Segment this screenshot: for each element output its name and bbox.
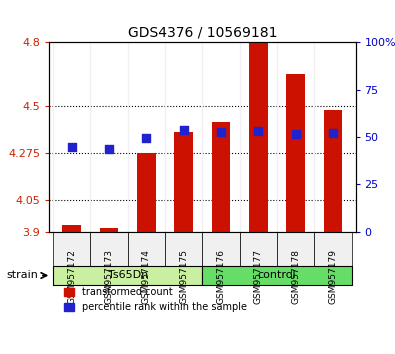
Legend: transformed count, percentile rank within the sample: transformed count, percentile rank withi… [60,284,251,316]
Bar [100,228,118,232]
Bar [62,225,81,232]
FancyBboxPatch shape [203,232,240,266]
FancyBboxPatch shape [165,232,203,266]
Text: strain: strain [6,270,38,280]
Bar [249,42,268,232]
FancyBboxPatch shape [240,232,277,266]
FancyBboxPatch shape [314,232,352,266]
Bar [324,110,342,232]
FancyBboxPatch shape [128,232,165,266]
Text: control: control [258,270,296,280]
FancyBboxPatch shape [90,232,128,266]
FancyBboxPatch shape [277,232,314,266]
Text: GSM957175: GSM957175 [179,249,188,304]
Bar [212,122,230,232]
Text: GSM957177: GSM957177 [254,249,263,304]
Text: GSM957176: GSM957176 [216,249,226,304]
Point [181,127,187,133]
Text: GSM957178: GSM957178 [291,249,300,304]
Point [218,129,224,135]
Bar [286,74,305,232]
Text: Ts65Dn: Ts65Dn [108,270,148,280]
Text: GSM957179: GSM957179 [329,249,338,304]
FancyBboxPatch shape [53,266,203,285]
Bar [137,153,156,232]
Text: GSM957174: GSM957174 [142,249,151,304]
Point [69,144,75,149]
Title: GDS4376 / 10569181: GDS4376 / 10569181 [128,26,277,40]
Point [255,128,261,134]
FancyBboxPatch shape [203,266,352,285]
Bar [175,132,193,232]
Text: GSM957173: GSM957173 [105,249,114,304]
Point [143,135,150,141]
Point [293,131,299,137]
Text: GSM957172: GSM957172 [67,249,76,304]
FancyBboxPatch shape [53,232,90,266]
Point [330,130,336,136]
Point [106,146,112,152]
